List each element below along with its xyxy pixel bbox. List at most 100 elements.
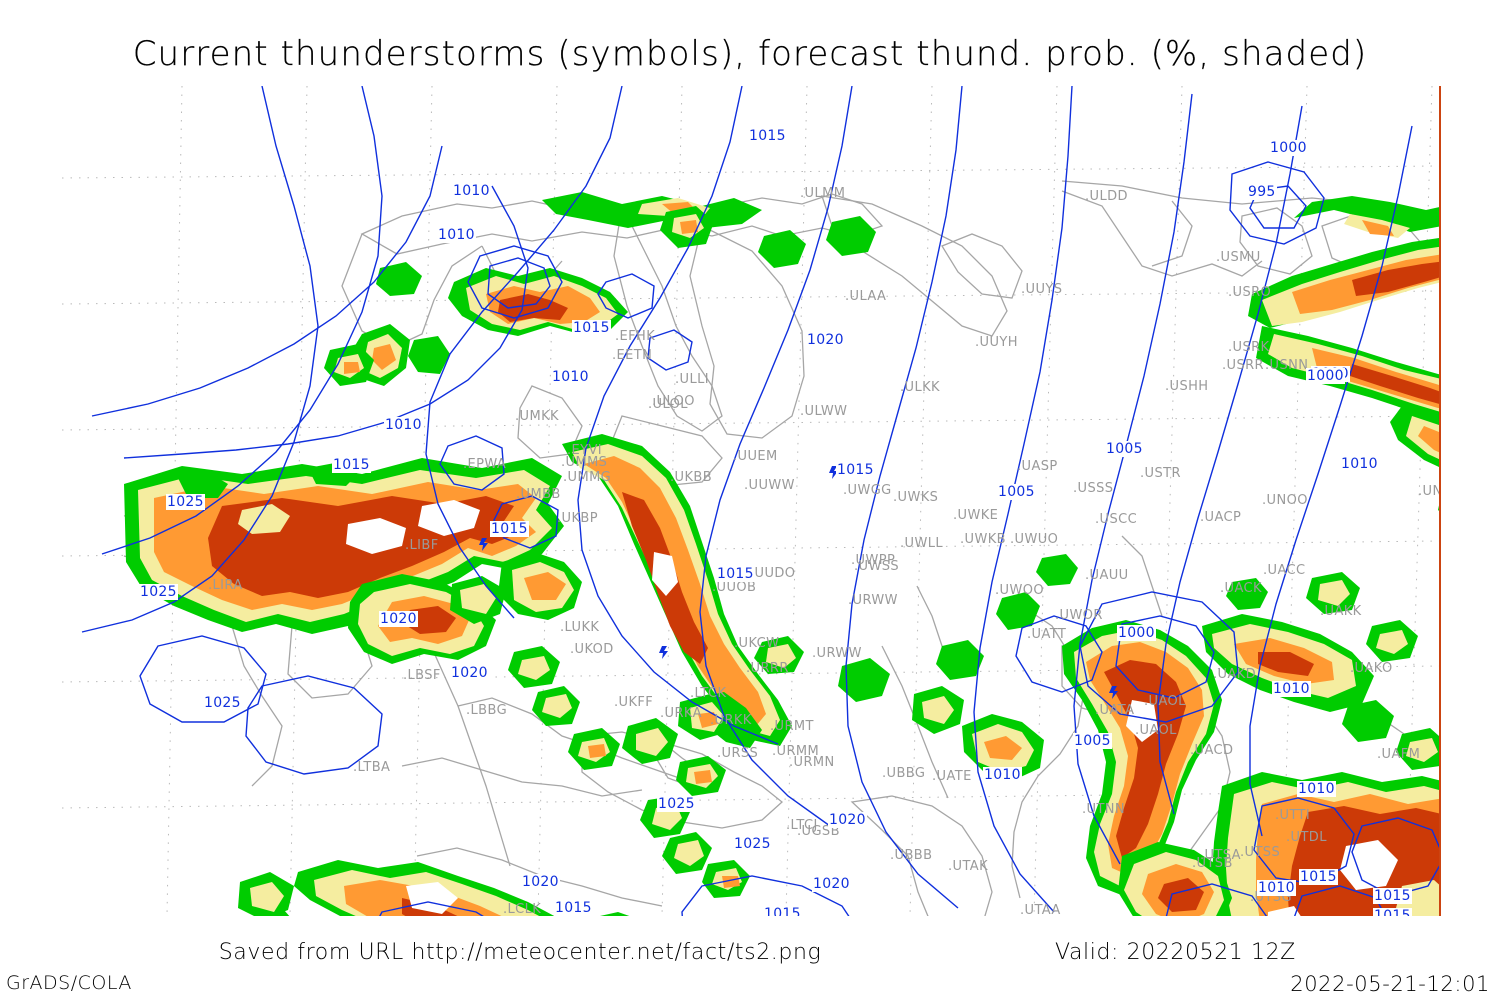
station-label: .UAFM: [1377, 747, 1421, 762]
station-label: .ULKK: [900, 380, 940, 395]
page-title: Current thunderstorms (symbols), forecas…: [132, 34, 1368, 74]
station-label: .UATA: [1095, 703, 1135, 718]
isobar-label: 1010: [452, 183, 491, 199]
station-label: .UASP: [1017, 459, 1058, 474]
station-label: .LTBA: [353, 760, 391, 775]
station-label: .UKOD: [570, 642, 614, 657]
station-label: .UWSS: [854, 559, 900, 574]
station-label: .URWW: [812, 646, 862, 661]
station-label: .UUEM: [733, 449, 778, 464]
station-label: .UWLL: [900, 536, 943, 551]
station-label: .USMU: [1216, 250, 1261, 265]
station-label: .UKFF: [614, 695, 654, 710]
station-label: .UNOO: [1262, 493, 1308, 508]
station-label: .UUWW: [744, 478, 795, 493]
grads-credit: GrADS/COLA: [6, 972, 132, 994]
isobar-label: 1000: [1269, 140, 1308, 156]
map-canvas: [62, 86, 1439, 916]
isobar-label: 1005: [997, 484, 1036, 500]
map-label-layer: .ULMM .ULDD .USMU .ULAA .UUYS .USRO .EFHK .UUYH…: [62, 86, 1439, 916]
station-label: .UMKK: [515, 409, 559, 424]
station-label: .USRK: [1228, 340, 1270, 355]
station-label: .LBBG: [466, 703, 508, 718]
isobar-label: 1020: [828, 812, 867, 828]
isobar-label: 1020: [806, 332, 845, 348]
station-label: .UAKK: [1320, 604, 1362, 619]
isobar-label: 1005: [1105, 441, 1144, 457]
station-label: .USHH: [1165, 379, 1209, 394]
isobar-contours: [81, 86, 1439, 916]
station-label: .UWOO: [995, 583, 1044, 598]
station-label: .USTR: [1140, 466, 1181, 481]
station-label: .UBBB: [890, 848, 933, 863]
station-label: .UTAK: [948, 859, 988, 874]
isobar-label: 1025: [657, 796, 696, 812]
station-label: .UTSA: [1200, 848, 1241, 863]
isobar-label: 1015: [572, 320, 611, 336]
station-label: .USRR: [1222, 358, 1264, 373]
station-label: .UATE: [932, 769, 972, 784]
isobar-label: 1025: [733, 836, 772, 852]
station-label: .USCC: [1095, 512, 1138, 527]
station-label: .URMM: [772, 744, 820, 759]
isobar-label: 1010: [437, 227, 476, 243]
isobar-label: 1015: [554, 900, 593, 916]
station-label: .ULMM: [800, 186, 846, 201]
station-label: .UKBP: [557, 511, 598, 526]
station-label: .EFHK: [615, 329, 656, 344]
station-label: .URMT: [770, 719, 814, 734]
isobar-label: 1005: [1073, 733, 1112, 749]
station-label: .LTCJ: [786, 818, 818, 833]
isobar-label: 1025: [166, 494, 205, 510]
station-label: .LBSF: [403, 668, 441, 683]
station-label: .URKK: [710, 713, 752, 728]
station-label: .URMN: [789, 755, 835, 770]
station-label: .UAOL: [1135, 723, 1177, 738]
station-label: .ULAA: [845, 289, 887, 304]
station-label: .UMBB: [516, 487, 561, 502]
isobar-label: 1000: [1117, 625, 1156, 641]
station-label: .UWKE: [953, 508, 999, 523]
station-label: .LUKK: [560, 620, 600, 635]
station-label: .UACK: [1220, 581, 1262, 596]
isobar-label: 1015: [836, 462, 875, 478]
station-label: .UAKO: [1350, 661, 1393, 676]
station-label: .UACP: [1200, 510, 1242, 525]
station-label: .UMMG: [563, 470, 612, 485]
station-label: .UWUO: [1010, 532, 1059, 547]
isobar-label: 995: [1247, 184, 1277, 200]
station-label: .USNN: [1265, 358, 1309, 373]
station-label: .UWPP: [851, 553, 896, 568]
station-label: .UAKD: [1213, 667, 1257, 682]
station-label: .UTSS: [1240, 845, 1281, 860]
station-label: .LIBF: [405, 538, 439, 553]
valid-time-text: Valid: 20220521 12Z: [1055, 940, 1296, 965]
station-label: .USRO: [1228, 285, 1272, 300]
station-label: .UUOB: [712, 580, 757, 595]
station-label: .LCLK: [503, 902, 542, 916]
isobar-label: 1015: [1299, 869, 1338, 885]
station-label: .EPWA: [463, 457, 507, 472]
station-label: .ULOO: [652, 394, 695, 409]
isobar-label: 1015: [763, 906, 802, 916]
isobar-label: 1010: [551, 369, 590, 385]
isobar-label: 1000: [1306, 368, 1345, 384]
station-label: .UUYS: [1021, 282, 1063, 297]
station-label: .UTDL: [1286, 830, 1327, 845]
station-label: .UTSB: [1192, 856, 1233, 871]
thunderstorm-probability-shading: [124, 192, 1439, 916]
station-label: .UUDO: [750, 566, 796, 581]
isobar-label: 1010: [1297, 781, 1336, 797]
station-label: .UWKS: [893, 490, 939, 505]
station-label: .URKA: [660, 706, 702, 721]
station-label: .UTNN: [1082, 802, 1126, 817]
station-label: .UACD: [1190, 743, 1234, 758]
station-label: .UKBB: [670, 470, 713, 485]
weather-map[interactable]: .ULMM .ULDD .USMU .ULAA .UUYS .USRO .EFHK .UUYH…: [62, 86, 1441, 916]
isobar-label: 1010: [983, 767, 1022, 783]
isobar-label: 1010: [1257, 880, 1296, 896]
station-label: .ULLI: [675, 372, 709, 387]
station-label: .ULOL: [648, 397, 688, 412]
station-label: .EYVI: [567, 443, 603, 458]
station-label: .UUYH: [975, 335, 1018, 350]
